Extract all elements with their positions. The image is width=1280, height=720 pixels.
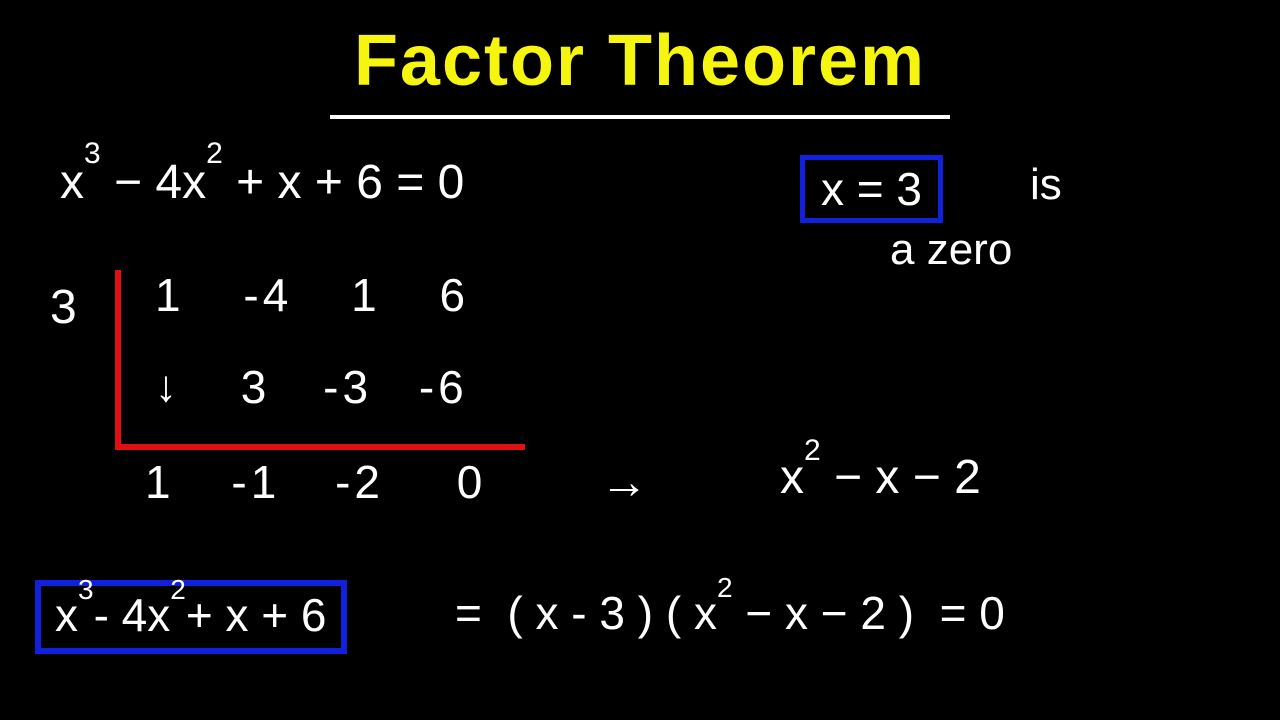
result-polynomial-box: x3- 4x2+ x + 6 — [35, 580, 347, 654]
result-factored: = ( x - 3 ) ( x2 − x − 2 ) = 0 — [455, 586, 1005, 640]
zero-value-box: x = 3 — [800, 155, 943, 223]
synthetic-row-coefficients: 1 -4 1 6 — [155, 268, 469, 322]
synthetic-row-result: 1 -1 -2 0 — [145, 455, 486, 509]
zero-text-azero: a zero — [890, 225, 1012, 275]
synthetic-divisor: 3 — [50, 280, 77, 335]
page-title: Factor Theorem — [354, 20, 926, 102]
synthetic-row-products: ↓ 3 -3 -6 — [155, 360, 468, 414]
zero-text-is: is — [1030, 160, 1062, 210]
quotient-polynomial: x2 − x − 2 — [780, 450, 981, 505]
polynomial-equation: x3 − 4x2 + x + 6 = 0 — [60, 155, 464, 210]
right-arrow-icon: → — [600, 455, 648, 510]
title-underline — [330, 115, 950, 119]
